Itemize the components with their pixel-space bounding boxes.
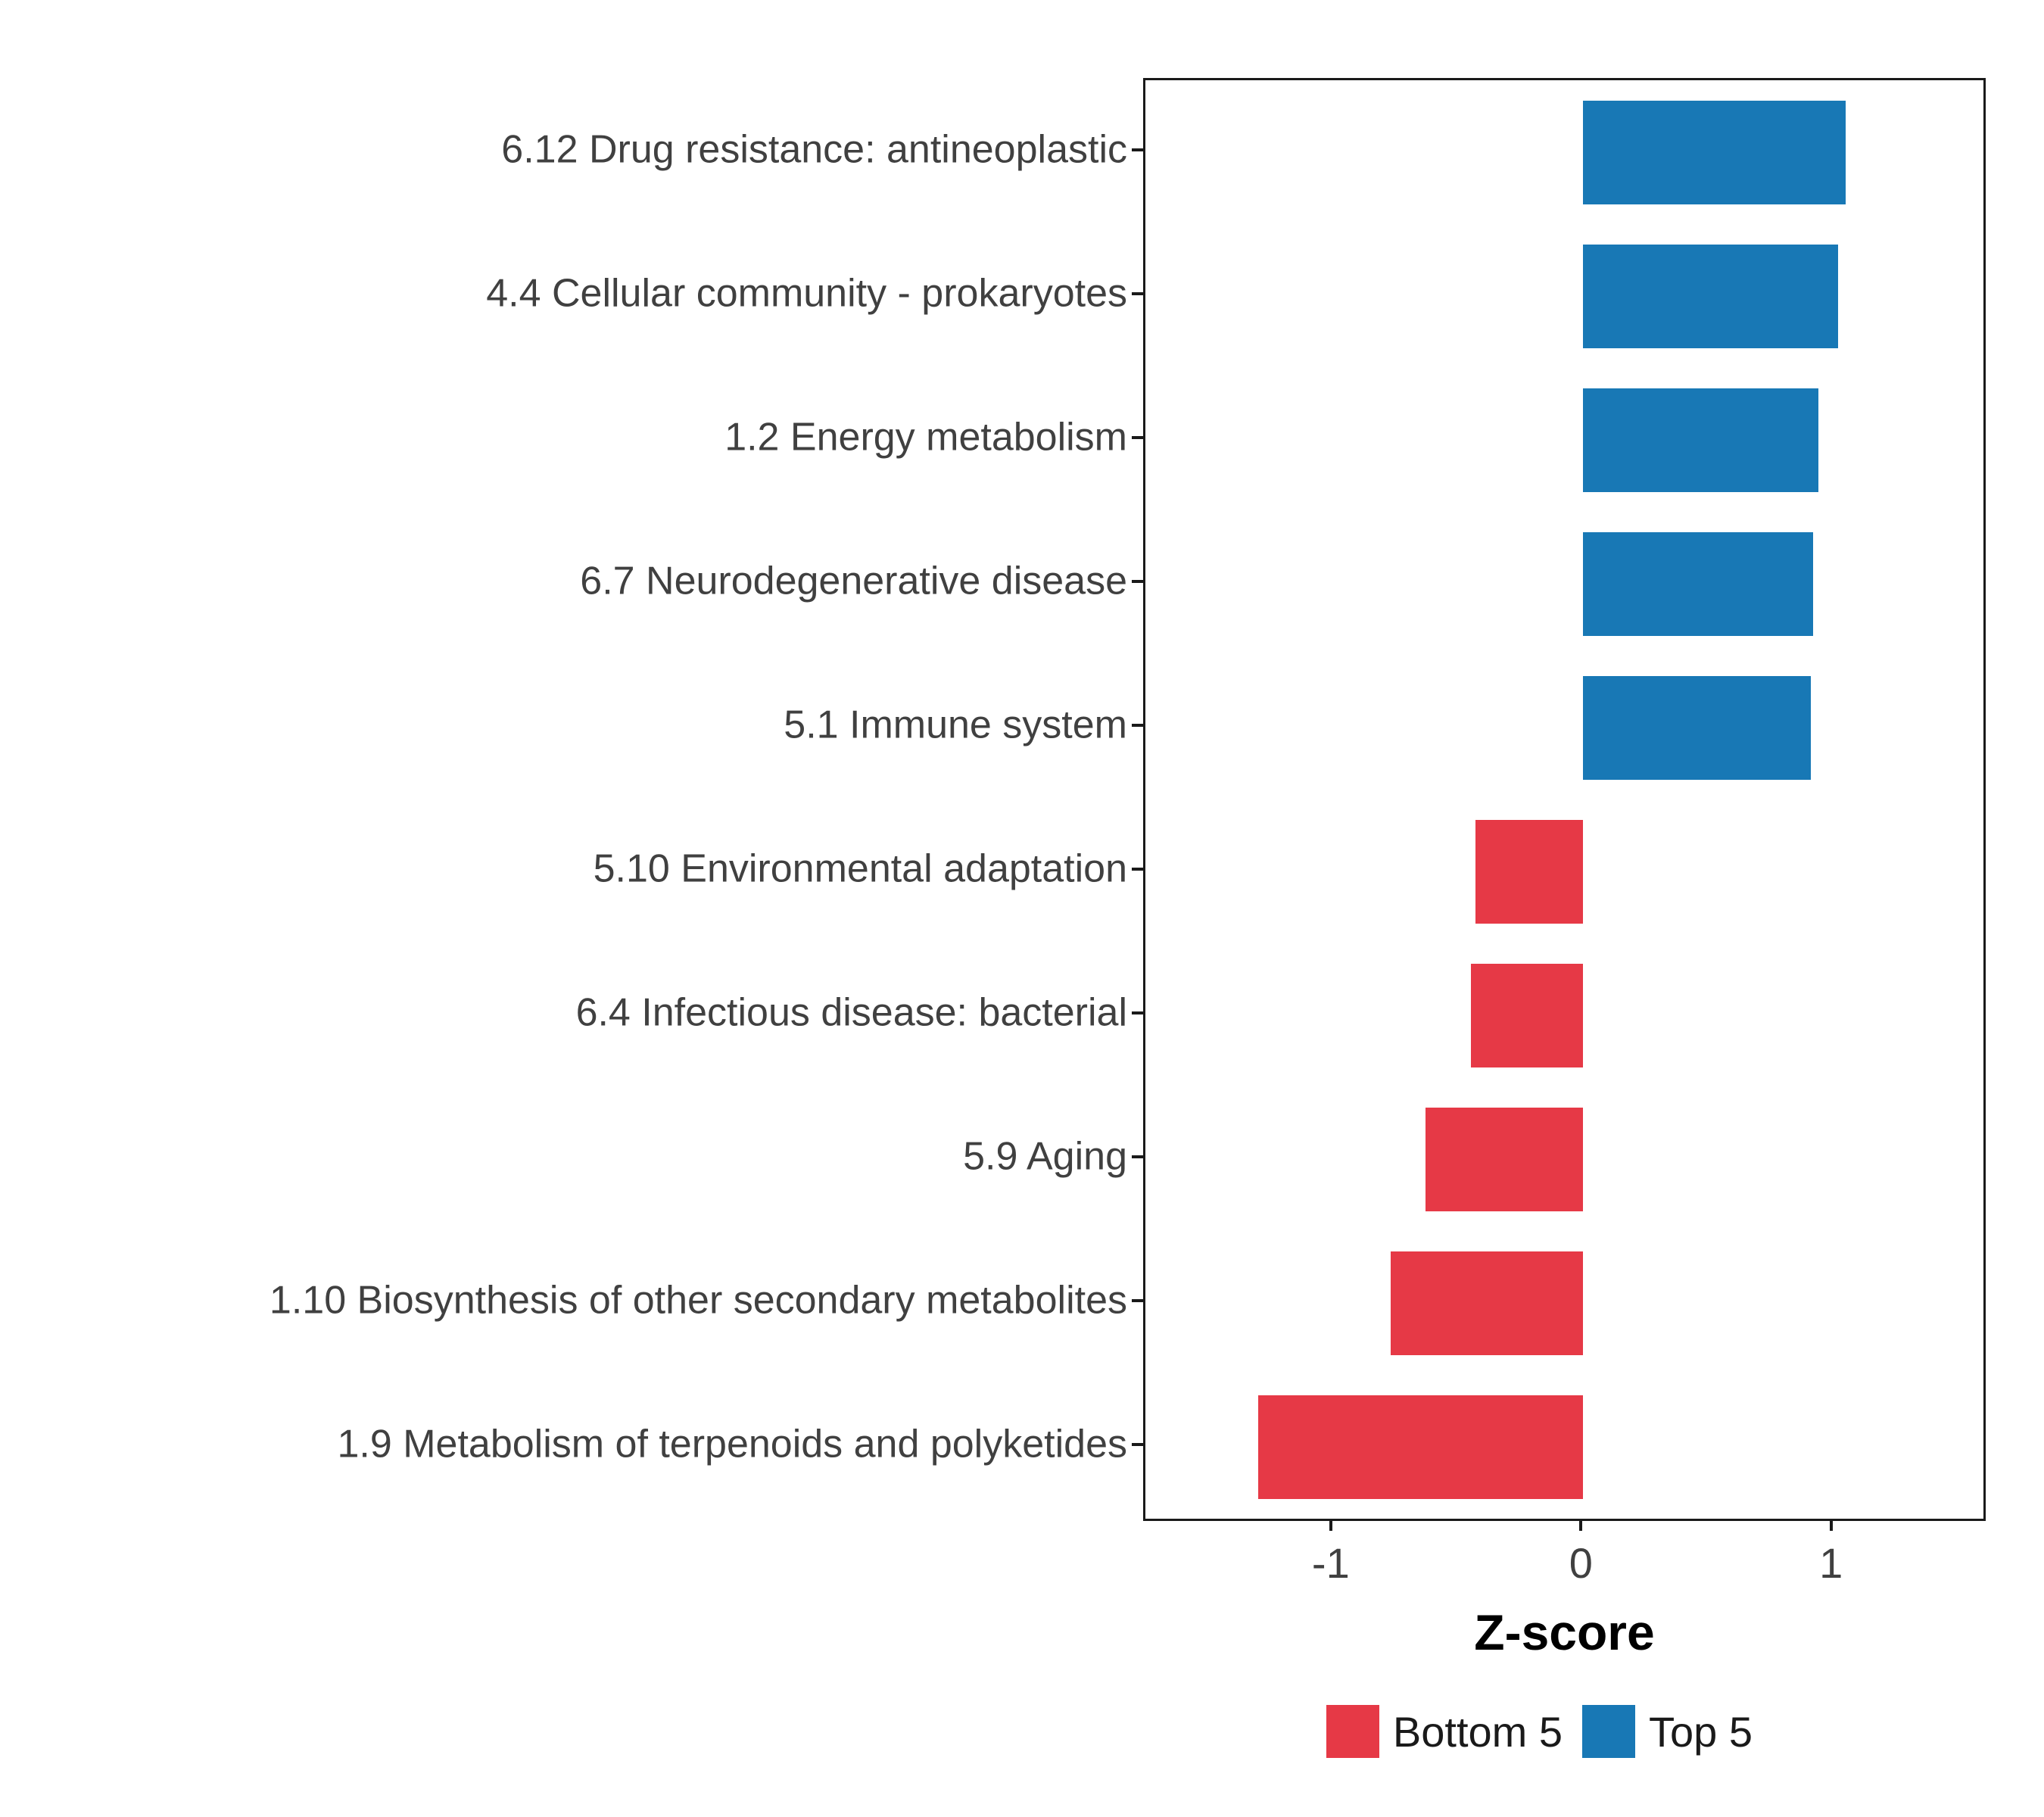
y-tick-mark xyxy=(1132,724,1144,727)
plot-panel xyxy=(1143,78,1986,1521)
bar-5 xyxy=(1583,675,1811,780)
y-axis-label: 5.10 Environmental adaptation xyxy=(593,846,1127,891)
legend-swatch-bottom5-icon xyxy=(1326,1705,1379,1758)
bar-4 xyxy=(1583,531,1814,636)
y-axis-label: 5.9 Aging xyxy=(963,1134,1127,1179)
bar-1 xyxy=(1583,100,1846,204)
x-tick-label: -1 xyxy=(1311,1539,1350,1587)
y-tick-mark xyxy=(1132,868,1144,871)
y-axis-label: 6.4 Infectious disease: bacterial xyxy=(575,990,1127,1035)
y-axis-label: 1.10 Biosynthesis of other secondary met… xyxy=(269,1278,1127,1323)
x-axis-title: Z-score xyxy=(1474,1604,1655,1660)
legend-entry-bottom5: Bottom 5 xyxy=(1326,1705,1563,1758)
legend: Bottom 5 Top 5 xyxy=(1326,1705,1753,1758)
x-tick-mark xyxy=(1579,1519,1583,1531)
y-axis-label: 6.7 Neurodegenerative disease xyxy=(580,559,1127,603)
y-tick-mark xyxy=(1132,1299,1144,1302)
y-tick-mark xyxy=(1132,436,1144,439)
bar-8 xyxy=(1426,1107,1584,1211)
y-tick-mark xyxy=(1132,1011,1144,1014)
y-axis-label: 1.2 Energy metabolism xyxy=(724,415,1127,460)
bar-9 xyxy=(1390,1251,1584,1355)
y-axis-label: 4.4 Cellular community - prokaryotes xyxy=(486,271,1127,316)
legend-entry-top5: Top 5 xyxy=(1582,1705,1753,1758)
x-tick-label: 0 xyxy=(1569,1539,1593,1587)
legend-swatch-top5-icon xyxy=(1582,1705,1635,1758)
x-tick-label: 1 xyxy=(1819,1539,1843,1587)
bar-7 xyxy=(1470,963,1584,1067)
legend-label-top5: Top 5 xyxy=(1649,1707,1753,1756)
y-axis-label: 1.9 Metabolism of terpenoids and polyket… xyxy=(337,1422,1127,1466)
bar-6 xyxy=(1475,819,1584,924)
x-tick-mark xyxy=(1829,1519,1833,1531)
x-tick-mark xyxy=(1329,1519,1332,1531)
bar-2 xyxy=(1583,244,1839,348)
y-tick-mark xyxy=(1132,1155,1144,1158)
bar-3 xyxy=(1583,388,1818,492)
y-axis-label: 5.1 Immune system xyxy=(784,703,1127,747)
legend-label-bottom5: Bottom 5 xyxy=(1392,1707,1563,1756)
y-tick-mark xyxy=(1132,292,1144,295)
y-axis-label: 6.12 Drug resistance: antineoplastic xyxy=(501,127,1127,172)
y-tick-mark xyxy=(1132,580,1144,583)
y-tick-mark xyxy=(1132,1443,1144,1446)
bar-10 xyxy=(1257,1395,1584,1499)
y-tick-mark xyxy=(1132,148,1144,151)
